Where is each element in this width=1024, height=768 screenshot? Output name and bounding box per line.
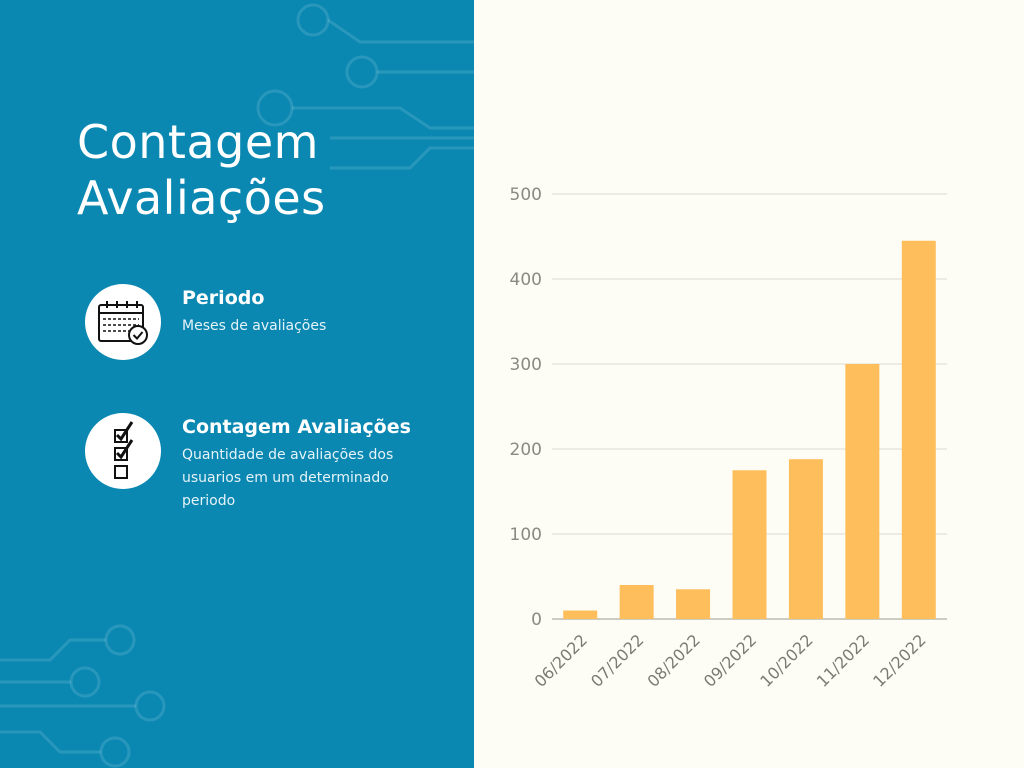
y-tick-label: 500 [510,185,542,205]
legend-icon-period [85,284,161,360]
legend-icon-count [85,413,161,489]
x-tick-label: 07/2022 [587,630,647,690]
info-panel: Contagem Avaliações Periodo Meses de ava… [0,0,474,768]
bar-06-2022 [563,610,598,619]
bar-12-2022 [901,240,936,619]
bar-07-2022 [619,585,654,619]
x-tick-label: 11/2022 [813,630,873,690]
bar-10-2022 [788,459,823,619]
y-tick-label: 200 [510,440,542,460]
y-tick-label: 400 [510,270,542,290]
legend-description-period: Meses de avaliações [182,318,327,334]
bar-chart: 0 100 200 300 400 500 06/2022 07/2022 08/2022 09/… [474,0,1024,768]
x-tick-label: 09/2022 [700,630,760,690]
calendar-icon [98,301,148,345]
legend-description-count: Quantidade de avaliações dos usuarios em… [182,447,394,509]
page-title: Contagem Avaliações [77,115,326,225]
y-tick-label: 100 [510,525,542,545]
x-tick-label: 08/2022 [643,630,703,690]
circuit-decoration [0,3,474,768]
y-tick-label: 300 [510,355,542,375]
x-tick-label: 10/2022 [756,630,816,690]
bar-08-2022 [676,589,711,619]
chart-canvas: 0 100 200 300 400 500 06/202207/202208/202209/… [510,185,947,691]
legend-title-period: Periodo [182,287,265,309]
x-tick-label: 06/2022 [531,630,591,690]
checklist-icon [114,421,134,479]
y-tick-label: 0 [531,610,542,630]
bar-09-2022 [732,470,767,619]
x-tick-label: 12/2022 [869,630,929,690]
bar-11-2022 [845,364,880,619]
legend-title-count: Contagem Avaliações [182,416,411,438]
